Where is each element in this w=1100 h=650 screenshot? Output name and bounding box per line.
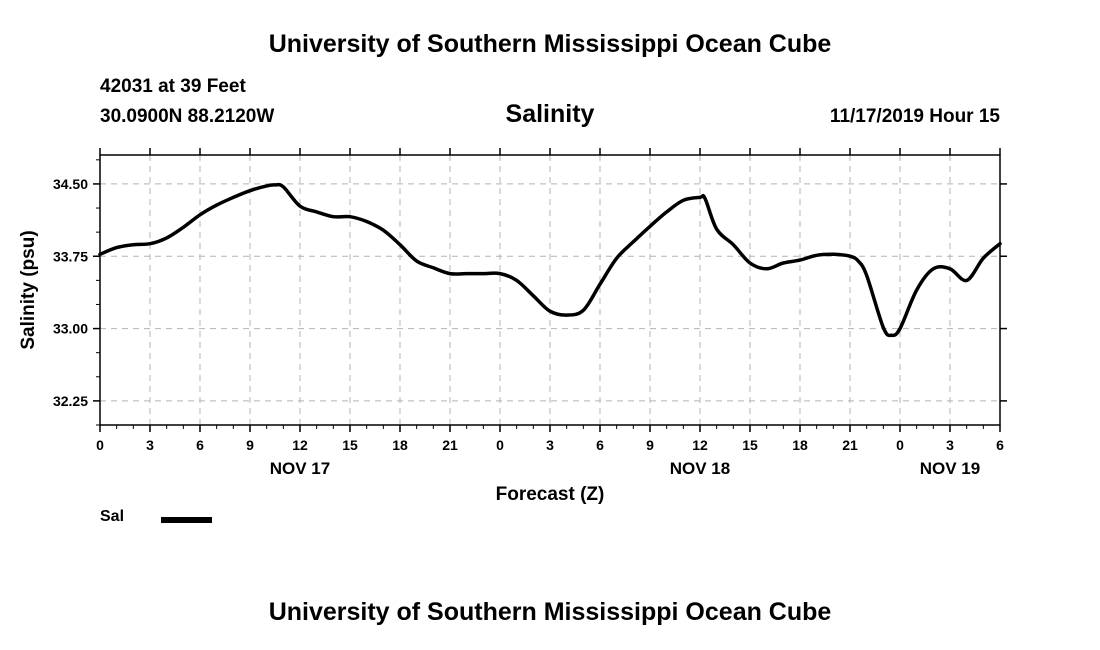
x-tick-label: 3 bbox=[146, 437, 154, 453]
x-tick-label: 18 bbox=[792, 437, 808, 453]
plot-frame bbox=[99, 154, 1001, 426]
x-tick-label: 6 bbox=[596, 437, 604, 453]
y-axis-label: Salinity (psu) bbox=[18, 230, 39, 349]
x-tick-label: 9 bbox=[646, 437, 654, 453]
series-line-sal bbox=[98, 182, 1002, 338]
date-label: NOV 18 bbox=[670, 459, 730, 478]
station-label: 42031 at 39 Feet bbox=[100, 76, 246, 97]
x-tick-label: 9 bbox=[246, 437, 254, 453]
legend-swatch bbox=[161, 517, 212, 523]
x-tick-label: 15 bbox=[742, 437, 758, 453]
x-tick-label: 6 bbox=[196, 437, 204, 453]
y-tick-label: 33.00 bbox=[53, 321, 88, 337]
x-tick-label: 3 bbox=[946, 437, 954, 453]
y-tick-label: 33.75 bbox=[53, 248, 88, 264]
x-tick-label: 12 bbox=[692, 437, 708, 453]
x-tick-label: 3 bbox=[546, 437, 554, 453]
chart-title: Salinity bbox=[505, 100, 595, 128]
date-label: NOV 19 bbox=[920, 459, 980, 478]
x-tick-label: 0 bbox=[496, 437, 504, 453]
legend-label: Sal bbox=[100, 508, 125, 525]
station-coordinates: 30.0900N 88.2120W bbox=[100, 106, 275, 127]
x-tick-label: 15 bbox=[342, 437, 358, 453]
tick-labels: 0 3 6 9 12 15 18 21 0 3 6 9 12 15 18 21 0 3 6 32.25 33.00 33.… bbox=[53, 176, 1004, 478]
x-tick-label: 12 bbox=[292, 437, 308, 453]
y-tick-label: 34.50 bbox=[53, 176, 88, 192]
x-tick-label: 6 bbox=[996, 437, 1004, 453]
x-tick-label: 0 bbox=[896, 437, 904, 453]
page-title: University of Southern Mississippi Ocean… bbox=[268, 30, 832, 58]
x-tick-label: 18 bbox=[392, 437, 408, 453]
footer-title: University of Southern Mississippi Ocean… bbox=[268, 598, 832, 626]
x-tick-label: 0 bbox=[96, 437, 104, 453]
x-tick-label: 21 bbox=[842, 437, 858, 453]
date-label: NOV 17 bbox=[270, 459, 330, 478]
series-layer bbox=[98, 182, 1002, 338]
x-axis-label: Forecast (Z) bbox=[496, 484, 605, 505]
x-tick-label: 21 bbox=[442, 437, 458, 453]
forecast-date: 11/17/2019 Hour 15 bbox=[829, 106, 1000, 127]
y-tick-label: 32.25 bbox=[53, 393, 88, 409]
